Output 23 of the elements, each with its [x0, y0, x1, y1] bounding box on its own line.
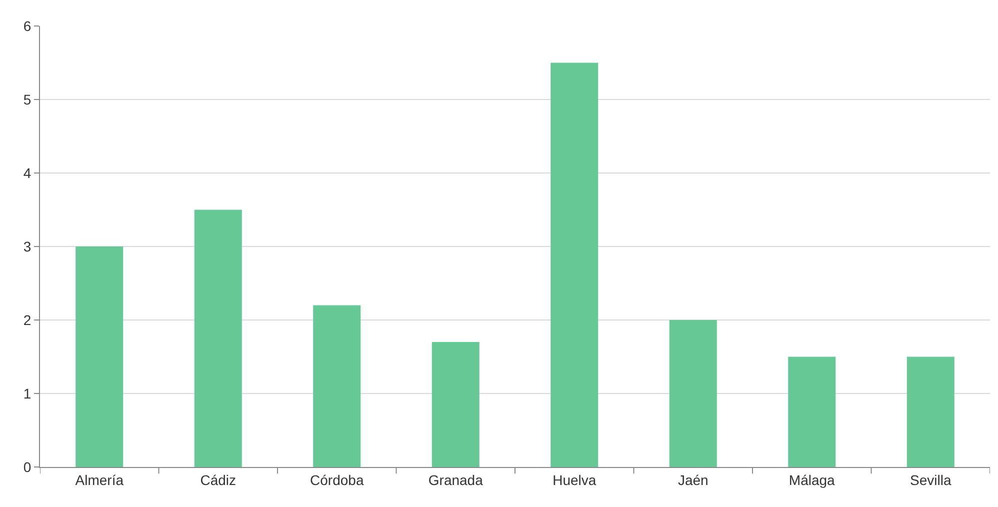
x-tick-label: Almería: [75, 472, 124, 488]
y-tick-label: 4: [23, 164, 32, 181]
bar: [313, 305, 361, 467]
bar: [669, 320, 717, 467]
bar: [550, 62, 598, 467]
bar: [76, 246, 124, 467]
y-tick-label: 2: [23, 312, 32, 328]
x-tick-label: Málaga: [788, 472, 836, 488]
x-tick-label: Córdoba: [310, 472, 364, 488]
y-tick-label: 6: [23, 18, 32, 34]
x-tick-label: Sevilla: [910, 472, 952, 488]
y-tick-label: 1: [23, 385, 32, 402]
x-tick-label: Cádiz: [200, 472, 236, 488]
x-tick-label: Granada: [428, 472, 484, 488]
x-tick-label: Huelva: [552, 472, 596, 488]
bar: [906, 356, 954, 467]
bar: [432, 342, 480, 467]
y-tick-label: 0: [23, 458, 32, 475]
y-tick-label: 5: [23, 91, 32, 108]
bar: [194, 210, 242, 467]
y-tick-label: 3: [23, 238, 32, 254]
x-tick-label: Jaén: [678, 472, 708, 488]
bar: [788, 356, 836, 467]
